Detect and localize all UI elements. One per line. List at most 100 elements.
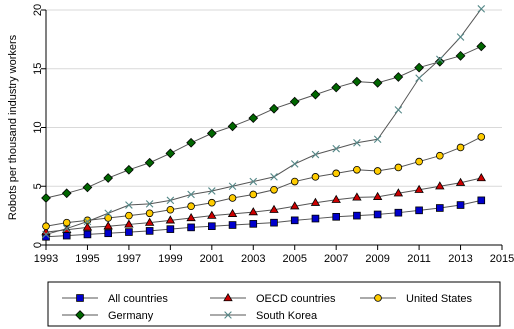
data-point-united-states-1999 (166, 205, 175, 214)
data-point-united-states-1998 (145, 209, 154, 218)
legend-item-united-states: United States (360, 293, 473, 305)
data-point-south-korea-1998 (145, 200, 154, 208)
data-point-germany-1993 (41, 193, 51, 203)
y-tick-label: 0 (32, 242, 44, 248)
data-point-oecd-countries-2004 (269, 204, 279, 213)
data-point-oecd-countries-2014 (476, 173, 486, 182)
legend-marker-oecd-countries (223, 293, 233, 302)
data-point-all-countries-2007 (332, 212, 340, 221)
data-point-all-countries-1994 (62, 231, 71, 240)
data-point-oecd-countries-2008 (352, 192, 362, 201)
series-united-states (42, 133, 486, 231)
data-point-south-korea-2010 (394, 106, 403, 114)
data-point-germany-1996 (103, 173, 114, 183)
data-point-all-countries-2012 (436, 204, 444, 212)
data-point-all-countries-2010 (394, 208, 403, 217)
data-point-united-states-2002 (228, 194, 237, 202)
data-point-south-korea-2013 (456, 33, 465, 41)
data-point-united-states-2011 (415, 157, 423, 166)
data-point-united-states-2001 (208, 198, 216, 207)
data-point-oecd-countries-2002 (227, 208, 238, 217)
data-point-all-countries-1999 (166, 225, 175, 233)
series-line-united-states (45, 136, 482, 227)
data-point-oecd-countries-2011 (414, 184, 424, 193)
legend-label: Germany (108, 310, 154, 322)
legend-label: All countries (108, 293, 168, 305)
data-point-south-korea-1997 (125, 201, 133, 209)
data-point-south-korea-1996 (104, 209, 112, 218)
data-point-oecd-countries-1998 (144, 217, 155, 226)
x-tick-label: 2009 (365, 253, 389, 265)
x-axis-ticks: 1993 1995 1997 1999 2001 2003 2005 2007 2009 2011… (34, 245, 514, 265)
data-point-germany-2012 (434, 56, 445, 67)
data-point-all-countries-1995 (83, 230, 92, 239)
x-tick-label: 2011 (407, 253, 431, 265)
data-point-south-korea-2009 (373, 135, 382, 144)
data-point-all-countries-2001 (208, 222, 216, 231)
data-point-south-korea-1994 (62, 224, 71, 233)
series-oecd-countries (41, 173, 486, 236)
data-point-south-korea-2008 (353, 138, 361, 147)
data-point-united-states-2005 (290, 177, 299, 186)
data-point-germany-1998 (144, 157, 155, 168)
data-point-germany-2010 (393, 72, 404, 82)
data-point-oecd-countries-1996 (103, 221, 113, 230)
data-point-all-countries-2003 (249, 220, 258, 228)
series-germany (41, 41, 487, 203)
y-axis-title: Robots per thousand industry workers (7, 34, 19, 220)
data-point-germany-2005 (289, 96, 300, 107)
data-point-all-countries-2005 (290, 216, 299, 225)
data-point-all-countries-1997 (125, 228, 133, 236)
data-point-oecd-countries-2006 (310, 197, 321, 206)
data-point-oecd-countries-2005 (290, 201, 300, 210)
data-point-germany-2011 (414, 62, 424, 73)
data-point-all-countries-2014 (477, 196, 486, 205)
legend-item-all-countries: All countries (62, 293, 168, 305)
data-point-united-states-2004 (270, 185, 278, 194)
data-point-germany-2003 (248, 113, 259, 123)
data-point-united-states-2008 (353, 166, 361, 174)
x-tick-label: 2013 (448, 253, 472, 265)
legend-marker-germany (75, 310, 85, 320)
legend-item-south-korea: South Korea (210, 310, 318, 322)
x-tick-label: 1999 (158, 253, 182, 265)
data-point-all-countries-2004 (270, 218, 278, 227)
data-point-south-korea-2003 (249, 177, 258, 186)
x-tick-label: 2007 (324, 253, 348, 265)
data-point-united-states-2000 (187, 202, 195, 211)
data-point-united-states-1996 (104, 214, 112, 222)
legend-label: United States (406, 293, 473, 305)
data-point-south-korea-2011 (415, 74, 423, 82)
series-line-oecd-countries (45, 177, 482, 233)
legend-label: OECD countries (256, 293, 336, 305)
data-point-oecd-countries-1997 (124, 219, 134, 228)
y-tick-label: 10 (32, 121, 44, 133)
legend-marker-all-countries (76, 294, 84, 302)
data-point-all-countries-2008 (353, 211, 361, 220)
data-point-germany-2014 (476, 41, 487, 52)
data-point-germany-2006 (310, 89, 321, 100)
x-tick-label: 2001 (200, 253, 224, 265)
data-point-united-states-2007 (332, 169, 340, 178)
data-point-all-countries-1996 (104, 229, 112, 238)
data-point-all-countries-2009 (373, 210, 382, 219)
series-all-countries (42, 196, 486, 241)
y-tick-label: 20 (32, 4, 44, 16)
legend-item-oecd-countries: OECD countries (210, 293, 336, 305)
data-point-south-korea-1999 (166, 196, 175, 205)
data-point-oecd-countries-2012 (435, 181, 445, 190)
data-point-oecd-countries-1999 (165, 215, 176, 224)
data-point-oecd-countries-2013 (455, 177, 466, 186)
data-point-united-states-2013 (456, 143, 465, 152)
data-point-south-korea-1995 (83, 217, 92, 226)
legend-item-germany: Germany (62, 310, 154, 322)
data-point-germany-2000 (186, 137, 196, 148)
legend: All countries OECD countries United States… (47, 281, 501, 327)
data-point-united-states-1994 (62, 218, 71, 227)
legend-label: South Korea (256, 310, 318, 322)
data-point-south-korea-2014 (477, 5, 486, 13)
data-point-oecd-countries-2009 (372, 191, 383, 200)
data-point-germany-2002 (227, 121, 238, 132)
x-tick-label: 1995 (75, 253, 99, 265)
